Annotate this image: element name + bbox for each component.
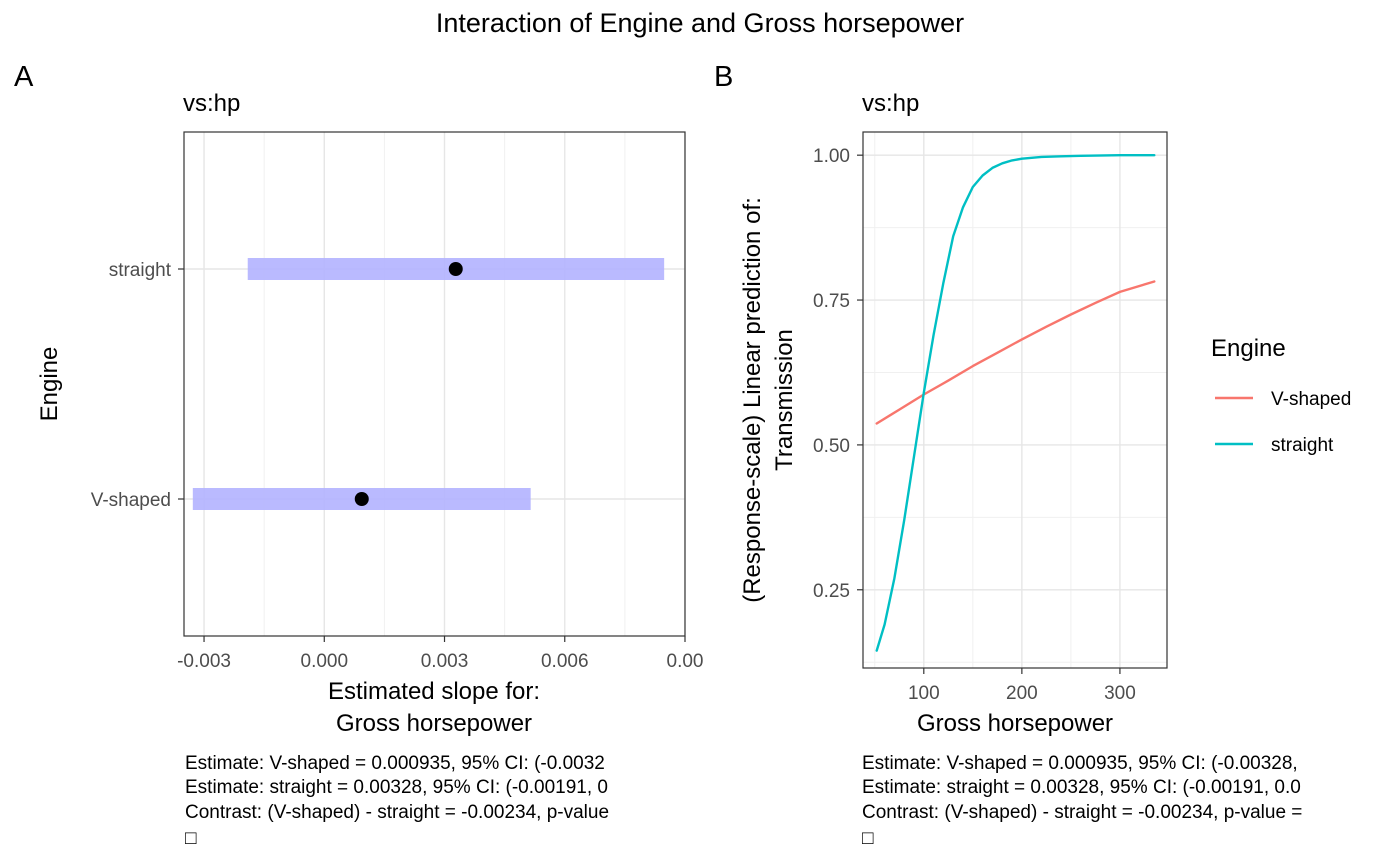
figure-title: Interaction of Engine and Gross horsepow… [436,8,964,38]
panel-b-frame [862,131,1168,669]
panel-a-x-tick-label: 0.003 [421,651,469,672]
panel-b-y-tick-label: 0.25 [813,581,850,602]
panel-a-axes: -0.003 0.000 0.003 0.006 0.00 straight V-shape… [91,260,704,672]
panel-b-y-tick-label: 1.00 [813,146,850,167]
panel-a-estimate-point [448,262,463,276]
panel-a-tag: A [14,61,34,93]
panel-a-xlabel-line2: Gross horsepower [336,710,532,737]
legend-label-straight: straight [1271,435,1334,456]
panel-b-y-tick-label: 0.50 [813,436,850,457]
panel-b-gridlines [863,132,1167,668]
panel-b-ylabel-line1: (Response-scale) Linear prediction of: [739,197,766,603]
panel-a-x-tick-label: -0.003 [177,651,231,672]
panel-b-xlabel: Gross horsepower [917,710,1113,737]
panel-a-x-tick-label: 0.006 [541,651,589,672]
panel-b-x-tick-label: 200 [1006,683,1038,704]
legend: Engine V-shaped straight [1211,335,1351,456]
panel-b-tag: B [714,61,733,93]
panel-a-caption-line4: □ [185,828,197,849]
panel-a-caption-line2: Estimate: straight = 0.00328, 95% CI: (-… [185,777,608,798]
panel-a-y-tick-label: straight [109,260,172,281]
panel-a-frame [183,131,686,637]
panel-a-ylabel: Engine [36,347,63,422]
panel-a-x-tick-label: 0.00 [667,651,704,672]
panel-b-x-tick-label: 300 [1104,683,1136,704]
panel-b-caption-line3: Contrast: (V-shaped) - straight = -0.002… [862,802,1302,823]
panel-b-axes: 100 200 300 0.25 0.50 0.75 1.00 [813,146,1136,704]
panel-a-gridlines [184,132,685,636]
panel-a-caption-line1: Estimate: V-shaped = 0.000935, 95% CI: (… [185,753,605,774]
panel-a-xlabel-line1: Estimated slope for: [328,678,540,705]
legend-title: Engine [1211,335,1286,362]
panel-b-series-line-straight [875,153,1156,652]
panel-b-caption-line1: Estimate: V-shaped = 0.000935, 95% CI: (… [862,753,1298,774]
panel-b-x-tick-label: 100 [908,683,940,704]
panel-b-caption: Estimate: V-shaped = 0.000935, 95% CI: (… [862,753,1302,849]
panel-b-caption-line2: Estimate: straight = 0.00328, 95% CI: (-… [862,777,1301,798]
panel-a-marks [192,258,665,510]
panel-a-caption: Estimate: V-shaped = 0.000935, 95% CI: (… [185,753,609,849]
panel-b-y-tick-label: 0.75 [813,291,850,312]
panel-a-subtitle: vs:hp [183,90,240,117]
panel-a-estimate-point [354,492,369,506]
panel-b-ylabel-line2: Transmission [771,329,798,471]
panel-b-series-line-v-shaped [875,280,1156,425]
legend-label-v-shaped: V-shaped [1271,389,1351,410]
panel-b-subtitle: vs:hp [862,90,919,117]
panel-a-caption-line3: Contrast: (V-shaped) - straight = -0.002… [185,802,609,823]
panel-a-y-tick-label: V-shaped [91,490,171,511]
panel-b-caption-line4: □ [862,828,874,849]
panel-b-marks [875,153,1156,652]
panel-a-x-tick-label: 0.000 [301,651,349,672]
